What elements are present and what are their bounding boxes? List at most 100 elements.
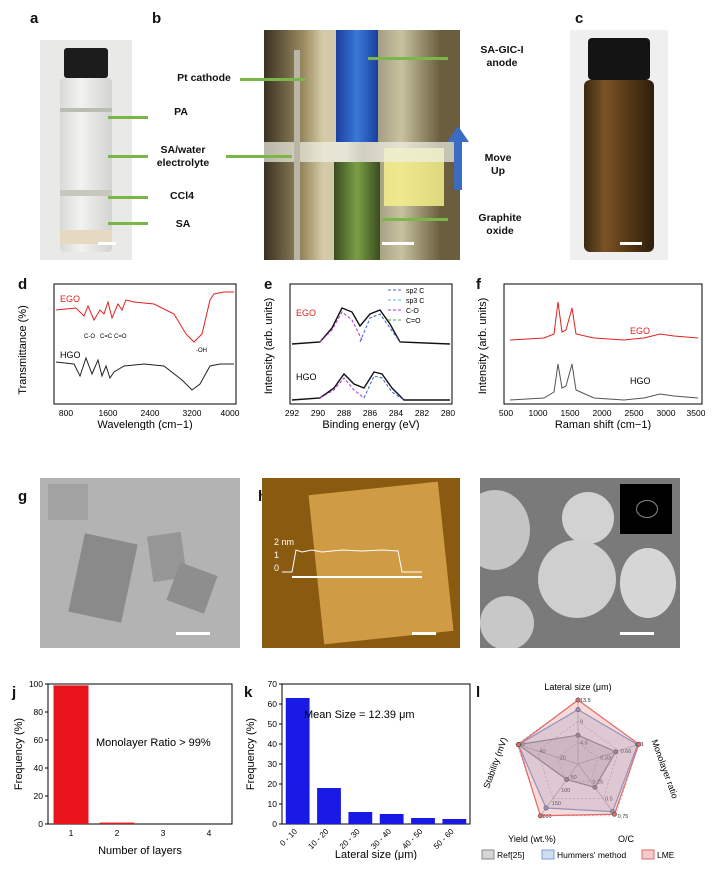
afm-y-axis: 2 nm 1 0 bbox=[274, 537, 295, 573]
radar-point bbox=[515, 742, 521, 748]
radar-point bbox=[592, 784, 598, 790]
radar-series-ref-25- bbox=[516, 734, 617, 789]
optical-image-g bbox=[40, 478, 240, 648]
radar-tick-label: 150 bbox=[552, 801, 561, 807]
y-tick-label: 60 bbox=[268, 699, 278, 709]
radar-point bbox=[537, 813, 543, 819]
panel-label-j: j bbox=[12, 684, 17, 701]
hgo-label: HGO bbox=[60, 350, 81, 360]
radar-point bbox=[564, 777, 570, 782]
label-sa-water-electrolyte: SA/water electrolyte bbox=[156, 144, 210, 169]
legend-swatch bbox=[541, 849, 555, 860]
panel-label-a: a bbox=[30, 10, 39, 27]
xps-spectrum-chart: Intensity (arb. units) 292 290 288 286 2… bbox=[263, 283, 455, 430]
svg-text:C=O: C=O bbox=[406, 318, 421, 325]
radar-axis-line bbox=[577, 743, 639, 765]
y-tick-label: 60 bbox=[34, 735, 44, 745]
x-tick-label: 4 bbox=[207, 828, 212, 838]
radar-axis-label: Lateral size (μm) bbox=[544, 682, 611, 692]
svg-text:4000: 4000 bbox=[221, 408, 240, 418]
ftir-xticks: 800 1600 2400 3200 4000 bbox=[59, 408, 240, 418]
svg-text:1600: 1600 bbox=[99, 408, 118, 418]
ego-raman-line bbox=[509, 301, 699, 341]
y-axis-label: Frequency (%) bbox=[13, 718, 25, 790]
x-tick-label: 0 - 10 bbox=[278, 827, 299, 848]
raman-xticks: 500 1000 1500 2000 2500 3000 3500 bbox=[499, 408, 706, 418]
radar-axis-label: Yield (wt.%) bbox=[508, 834, 556, 844]
svg-text:280: 280 bbox=[441, 408, 455, 418]
scale-bar bbox=[98, 242, 116, 245]
x-tick-label: 3 bbox=[161, 828, 166, 838]
hgo-ftir-line bbox=[55, 356, 234, 391]
afm-image-h: 2 nm 1 0 bbox=[262, 478, 460, 648]
photo-b-apparatus bbox=[264, 30, 460, 260]
svg-text:2400: 2400 bbox=[141, 408, 160, 418]
radar-tick-label: 0.66 bbox=[621, 749, 632, 755]
y-tick-label: 70 bbox=[268, 679, 278, 689]
annot-oh: -OH bbox=[196, 348, 207, 354]
panel-label-f: f bbox=[476, 276, 481, 293]
scale-bar bbox=[620, 242, 642, 245]
chart-annotation: Monolayer Ratio > 99% bbox=[96, 737, 211, 749]
radar-tick-label: 60 bbox=[519, 742, 525, 748]
hgo-label: HGO bbox=[630, 376, 651, 386]
xps-legend: sp2 C sp3 C C-O C=O bbox=[388, 288, 424, 325]
ego-xps-line bbox=[291, 307, 451, 345]
x-axis-label: Number of layers bbox=[98, 845, 182, 857]
legend-label: Hummers' method bbox=[557, 850, 626, 860]
svg-text:288: 288 bbox=[337, 408, 351, 418]
svg-text:C-O: C-O bbox=[406, 308, 419, 315]
afm-height-profile bbox=[282, 549, 422, 573]
label-move-up: Move Up bbox=[484, 152, 512, 177]
lateral-size-histogram: 0 10 20 30 40 50 60 70 0 - 10 10 - 20 20 - 30 30 - … bbox=[245, 679, 471, 860]
radar-grid-ring bbox=[557, 742, 599, 782]
svg-text:1000: 1000 bbox=[529, 408, 548, 418]
y-tick-label: 10 bbox=[268, 799, 278, 809]
saed-inset bbox=[620, 484, 672, 534]
radar-tick-label: 0.33 bbox=[600, 755, 611, 761]
panel-label-d: d bbox=[18, 276, 28, 293]
panel-label-e: e bbox=[264, 276, 273, 293]
ego-ftir-line bbox=[55, 291, 234, 343]
label-sa-gic-anode: SA-GIC-I anode bbox=[480, 44, 524, 69]
svg-text:3200: 3200 bbox=[183, 408, 202, 418]
panel-label-b: b bbox=[152, 10, 162, 27]
annot-c-o2: C=O bbox=[114, 334, 127, 340]
radar-tick-label: 100 bbox=[561, 788, 570, 794]
svg-text:1500: 1500 bbox=[561, 408, 580, 418]
bar-10-20 bbox=[317, 788, 341, 824]
radar-point bbox=[612, 811, 617, 817]
radar-tick-label: 0.5 bbox=[605, 797, 613, 803]
raman-spectrum-chart: Intensity (arb. units) 500 1000 1500 200… bbox=[477, 283, 706, 430]
radar-tick-label: 0.75 bbox=[618, 814, 629, 820]
raman-xlabel: Raman shift (cm−1) bbox=[555, 419, 651, 430]
ego-label: EGO bbox=[60, 294, 80, 304]
radar-point bbox=[575, 707, 581, 713]
svg-text:3000: 3000 bbox=[657, 408, 676, 418]
ftir-xlabel: Wavelength (cm−1) bbox=[97, 419, 192, 430]
radar-tick-label: 20 bbox=[560, 755, 566, 761]
svg-text:292: 292 bbox=[285, 408, 299, 418]
panel-label-k: k bbox=[244, 684, 253, 701]
radar-point bbox=[543, 805, 549, 811]
bar-2 bbox=[99, 822, 135, 824]
panel-label-l: l bbox=[476, 684, 481, 701]
y-tick-label: 0 bbox=[38, 819, 43, 829]
svg-text:sp2 C: sp2 C bbox=[406, 288, 424, 295]
legend-label: LME bbox=[657, 850, 675, 860]
y-tick-label: 80 bbox=[34, 707, 44, 717]
label-ccl4: CCl4 bbox=[170, 190, 194, 202]
raman-ylabel: Intensity (arb. units) bbox=[477, 298, 489, 395]
radar-tick-label: 200 bbox=[542, 814, 551, 820]
radar-axis-line bbox=[577, 763, 616, 816]
x-tick-label: 40 - 50 bbox=[400, 827, 424, 851]
svg-text:2500: 2500 bbox=[625, 408, 644, 418]
tem-image-i bbox=[480, 478, 680, 648]
y-tick-label: 0 bbox=[272, 819, 277, 829]
label-sa: SA bbox=[175, 218, 191, 230]
svg-text:2000: 2000 bbox=[593, 408, 612, 418]
svg-text:286: 286 bbox=[363, 408, 377, 418]
svg-text:sp3 C: sp3 C bbox=[406, 298, 424, 305]
radar-point bbox=[575, 697, 581, 703]
label-graphite-oxide: Graphite oxide bbox=[478, 212, 522, 237]
